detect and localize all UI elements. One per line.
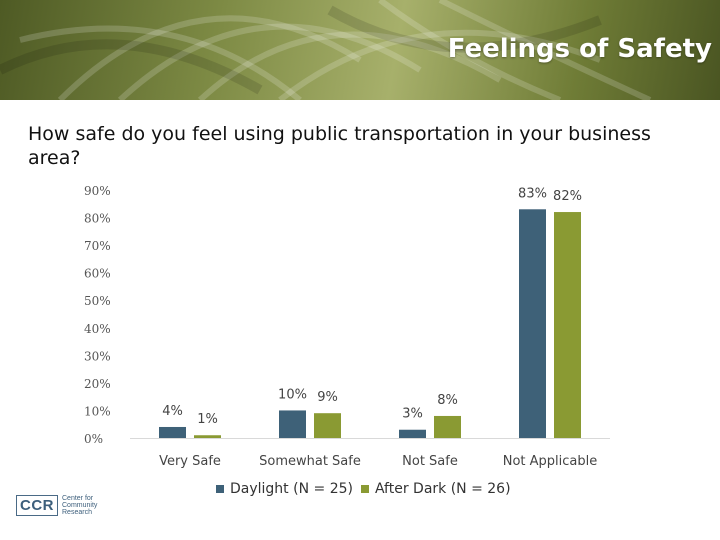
y-tick-label: 50%: [84, 294, 111, 308]
y-tick-label: 80%: [84, 212, 111, 226]
legend-swatch-after-dark: [360, 485, 369, 493]
bar-after-dark: [434, 415, 461, 438]
bar-after-dark: [554, 212, 581, 438]
legend-label-daylight: Daylight (N = 25): [230, 481, 353, 497]
logo-line-2: Community: [62, 502, 98, 509]
legend-item-after-dark: After Dark (N = 26): [360, 481, 511, 497]
data-label: 82%: [553, 189, 582, 204]
y-tick-label: 70%: [84, 239, 111, 253]
legend-label-after-dark: After Dark (N = 26): [374, 481, 511, 497]
data-label: 9%: [317, 390, 338, 405]
x-tick-label: Somewhat Safe: [259, 454, 361, 469]
legend-item-daylight: Daylight (N = 25): [216, 481, 353, 497]
bar-daylight: [279, 410, 306, 438]
data-label: 83%: [518, 186, 547, 201]
banner-decoration: [0, 0, 652, 100]
chart-legend: Daylight (N = 25) After Dark (N = 26): [216, 481, 519, 497]
y-tick-label: 30%: [84, 349, 111, 363]
y-tick-label: 20%: [84, 377, 111, 391]
y-tick-label: 10%: [84, 404, 111, 418]
data-label: 1%: [197, 412, 218, 427]
survey-question: How safe do you feel using public transp…: [28, 123, 651, 169]
data-label: 4%: [162, 404, 183, 419]
x-tick-label: Very Safe: [159, 454, 221, 469]
header-banner: Feelings of Safety: [0, 0, 720, 100]
page-title: Feelings of Safety: [447, 34, 712, 64]
logo-line-3: Research: [62, 509, 92, 516]
bar-after-dark: [314, 413, 341, 438]
y-tick-label: 60%: [84, 267, 111, 281]
bar-daylight: [519, 209, 546, 438]
data-label: 10%: [278, 387, 307, 402]
ccr-logo: CCR Center for Community Research: [16, 495, 97, 516]
logo-text: Center for Community Research: [62, 495, 97, 516]
y-tick-label: 0%: [84, 432, 103, 446]
x-tick-label: Not Safe: [402, 454, 458, 469]
y-tick-label: 40%: [84, 322, 111, 336]
data-label: 3%: [402, 407, 423, 422]
logo-line-1: Center for: [62, 495, 94, 502]
legend-swatch-daylight: [216, 485, 224, 493]
y-tick-label: 90%: [84, 184, 111, 198]
bar-after-dark: [194, 435, 221, 438]
bar-chart: 0% 10% 20% 30% 40% 50% 60% 70% 80% 90% 4% 1% Very Sa…: [84, 184, 610, 469]
bar-daylight: [399, 429, 426, 438]
bar-daylight: [159, 426, 186, 438]
logo-mark: CCR: [16, 495, 58, 516]
x-tick-label: Not Applicable: [503, 454, 598, 469]
data-label: 8%: [437, 393, 458, 408]
